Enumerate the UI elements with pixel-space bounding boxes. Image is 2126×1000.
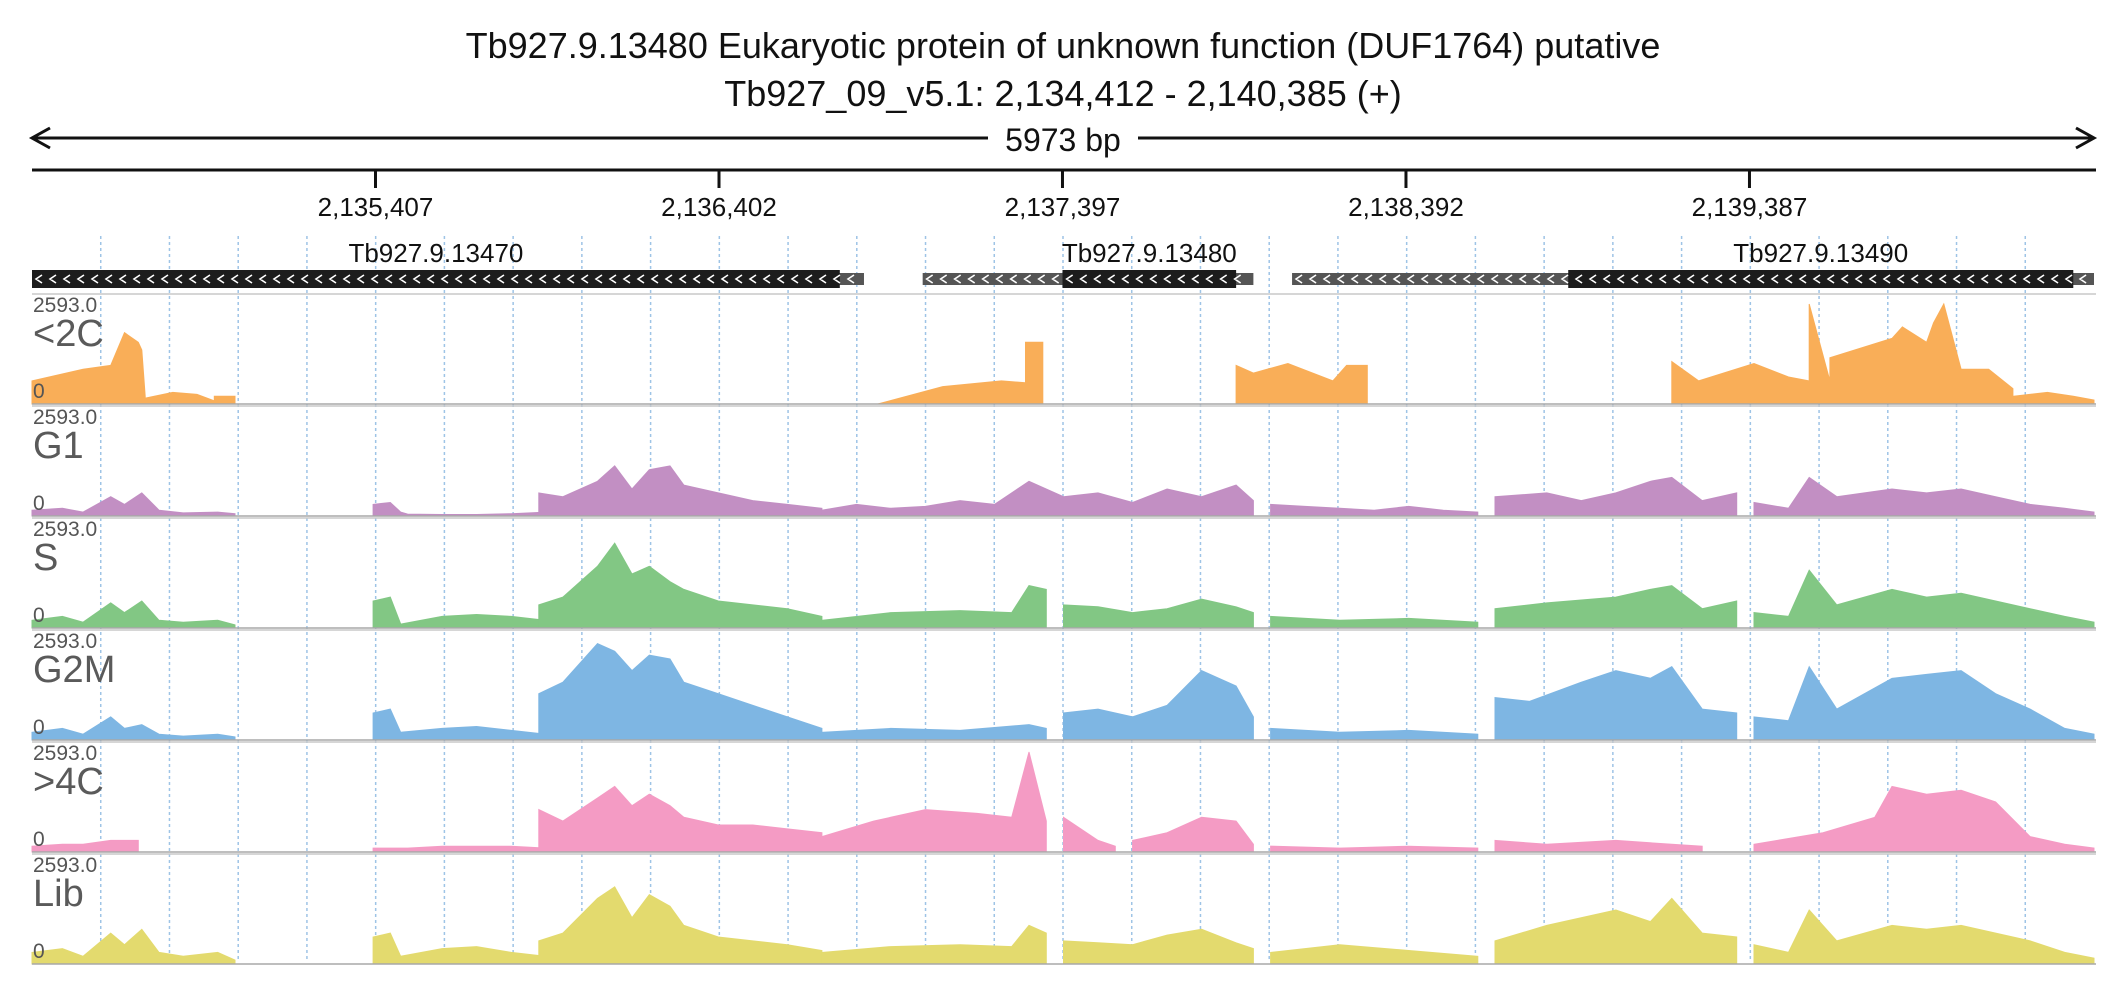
track-2: 2593.0S 0 — [31, 517, 2096, 629]
coverage-area — [1235, 362, 1368, 405]
coverage-area — [1671, 360, 1810, 405]
coverage-area — [1753, 665, 2095, 741]
track-name-label: >4C — [33, 761, 104, 803]
coverage-area — [1494, 666, 1738, 741]
span-label-bg — [988, 120, 1138, 158]
span-arrow-right-icon — [2075, 126, 2098, 150]
span-arrow-left-icon — [28, 126, 51, 150]
axis-tick-label: 2,138,392 — [1348, 192, 1464, 222]
axis-tick-label: 2,136,402 — [661, 192, 777, 222]
track-ymin-label: 0 — [33, 492, 45, 515]
coverage-area — [1753, 569, 2095, 629]
coverage-area — [31, 492, 236, 517]
coverage-area — [31, 716, 236, 741]
coverage-area — [31, 600, 236, 629]
coverage-area — [144, 391, 215, 405]
coverage-area — [1063, 598, 1254, 629]
track-ymin-label: 0 — [33, 604, 45, 627]
coverage-area — [1270, 615, 1479, 629]
track-ymax-label: 2593.0 — [33, 854, 97, 877]
coverage-area — [1808, 302, 2014, 405]
track-ymax-label: 2593.0 — [33, 406, 97, 429]
track-0: 2593.0<2C 0 — [31, 293, 2096, 405]
coverage-area — [1494, 897, 1738, 965]
gene-track: Tb927.9.13470 Tb927.9.13480 Tb927.9.13490 — [32, 238, 2094, 288]
coverage-area — [372, 845, 547, 853]
coverage-area — [1494, 476, 1738, 517]
coverage-area — [1753, 909, 2095, 965]
coverage-area — [1494, 839, 1703, 853]
coverage-area — [1063, 928, 1254, 965]
gene-cds — [1568, 270, 2074, 288]
gene-label: Tb927.9.13480 — [1062, 238, 1237, 268]
coverage-area — [821, 585, 1047, 629]
coverage-area — [1270, 944, 1479, 965]
coverage-area — [1270, 727, 1479, 741]
coverage-area — [1270, 845, 1479, 853]
track-ymin-label: 0 — [33, 380, 45, 403]
track-ymin-label: 0 — [33, 828, 45, 851]
track-name-label: Lib — [33, 873, 84, 915]
coverage-area — [1494, 585, 1738, 629]
axis-tick-label: 2,137,397 — [1005, 192, 1121, 222]
gene-label: Tb927.9.13490 — [1733, 238, 1908, 268]
region-label: Tb927_09_v5.1: 2,134,412 - 2,140,385 (+) — [724, 73, 1402, 114]
track-1: 2593.0G1 0 — [31, 405, 2096, 517]
coverage-area — [538, 785, 823, 853]
track-ymax-label: 2593.0 — [33, 630, 97, 653]
coverage-area — [31, 928, 236, 965]
track-name-label: S — [33, 537, 58, 579]
figure-title: Tb927.9.13480 Eukaryotic protein of unkn… — [466, 25, 1661, 66]
coverage-area — [372, 501, 547, 517]
coverage-area — [821, 751, 1047, 853]
coverage-area — [1753, 785, 2095, 853]
track-ymax-label: 2593.0 — [33, 294, 97, 317]
coverage-area — [1063, 670, 1254, 741]
strand-arrow-icon — [34, 274, 855, 284]
axis-tick-label: 2,139,387 — [1692, 192, 1808, 222]
track-ymin-label: 0 — [33, 940, 45, 963]
coverage-area — [31, 839, 139, 853]
track-name-label: <2C — [33, 313, 104, 355]
coverage-area — [213, 395, 236, 405]
coverage-area — [1753, 476, 2095, 517]
coverage-area — [538, 642, 823, 741]
track-name-label: G2M — [33, 649, 115, 691]
coverage-area — [1132, 816, 1254, 853]
axis-ticks: 2,135,407 2,136,402 2,137,397 2,138,392 2,13… — [318, 170, 1808, 222]
strand-arrow-icon — [1294, 274, 2087, 284]
track-ymin-label: 0 — [33, 716, 45, 739]
coverage-area — [1270, 503, 1479, 517]
coverage-area — [821, 724, 1047, 741]
axis-tick-label: 2,135,407 — [318, 192, 434, 222]
gene-cds — [32, 270, 840, 288]
coverage-area — [372, 596, 547, 629]
coverage-tracks: 2593.0<2C02593.0G102593.0S02593.0G2M0259… — [31, 293, 2096, 965]
span-ruler: 5973 bp — [28, 120, 2098, 158]
strand-arrow-icon — [925, 274, 1242, 284]
track-ymax-label: 2593.0 — [33, 742, 97, 765]
track-4: 2593.0>4C 0 — [31, 741, 2096, 853]
coverage-area — [538, 465, 823, 517]
coverage-area — [372, 932, 547, 965]
coverage-area — [372, 708, 547, 741]
coverage-area — [821, 924, 1047, 965]
coverage-area — [538, 542, 823, 629]
track-name-label: G1 — [33, 425, 84, 467]
track-ymax-label: 2593.0 — [33, 518, 97, 541]
coverage-area — [538, 886, 823, 965]
span-label: 5973 bp — [1005, 122, 1121, 158]
coverage-area — [821, 480, 1254, 517]
coverage-area — [1063, 816, 1116, 853]
gene-label: Tb927.9.13470 — [348, 238, 523, 268]
coverage-area — [877, 341, 1044, 405]
